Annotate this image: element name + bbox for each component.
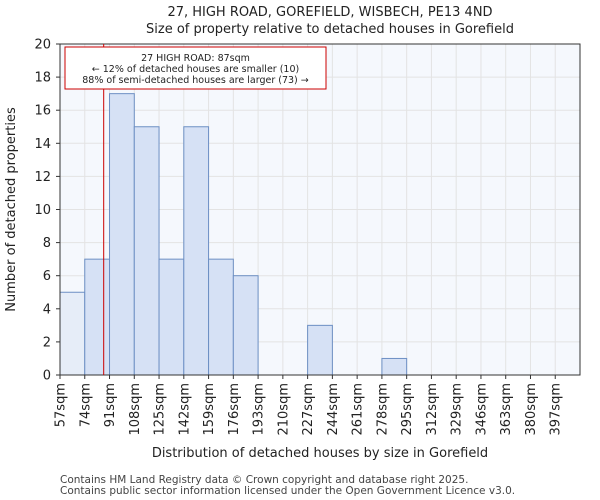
annotation-box	[64, 46, 327, 90]
y-tick-label: 20	[34, 38, 51, 53]
bar-57sqm	[59, 291, 86, 376]
y-tick-label: 14	[34, 137, 51, 152]
x-tick-label: 380sqm	[524, 383, 539, 436]
y-tick-label: 2	[43, 335, 51, 350]
bar-278sqm	[381, 357, 408, 376]
x-tick-label: 227sqm	[301, 383, 316, 436]
annotation-line-3: 88% of semi-detached houses are larger (…	[82, 75, 309, 86]
y-tick-label: 4	[43, 302, 51, 317]
x-tick-label: 244sqm	[326, 383, 341, 436]
x-tick-label: 363sqm	[499, 383, 514, 436]
bar-74sqm	[84, 258, 111, 376]
y-axis-ticks: 0 2 4 6 8 10 12 14 16 18 20	[34, 38, 60, 384]
bar-91sqm	[109, 93, 135, 376]
annotation-line-1: 27 HIGH ROAD: 87sqm	[141, 53, 250, 64]
x-tick-label: 159sqm	[202, 383, 217, 436]
x-tick-label: 176sqm	[227, 383, 242, 436]
x-axis-ticks: 57sqm 74sqm 91sqm 108sqm 125sqm 142sqm 159sqm 1…	[54, 375, 564, 436]
x-tick-label: 193sqm	[252, 383, 267, 436]
plot-area: 0 2 4 6 8 10 12 14 16 18 20 57sqm 74sqm 91sqm 108sqm 1…	[34, 38, 581, 436]
y-axis-label: Number of detached properties	[4, 107, 19, 312]
x-tick-label: 261sqm	[351, 383, 366, 436]
x-tick-label: 295sqm	[400, 383, 415, 436]
x-tick-label: 329sqm	[450, 383, 465, 436]
bar-125sqm	[158, 258, 185, 376]
x-axis-label: Distribution of detached houses by size …	[152, 446, 488, 461]
footer-line-1: Contains HM Land Registry data © Crown c…	[60, 474, 468, 486]
x-tick-label: 108sqm	[128, 383, 143, 436]
x-tick-label: 312sqm	[425, 383, 440, 436]
x-tick-label: 142sqm	[177, 383, 192, 436]
bar-142sqm	[183, 126, 210, 376]
chart-subtitle: Size of property relative to detached ho…	[146, 22, 514, 37]
x-tick-label: 346sqm	[474, 383, 489, 436]
bar-227sqm	[307, 324, 333, 376]
x-tick-label: 91sqm	[103, 383, 118, 427]
x-tick-label: 397sqm	[549, 383, 564, 436]
chart-title: 27, HIGH ROAD, GOREFIELD, WISBECH, PE13 …	[167, 5, 492, 20]
bar-176sqm	[232, 275, 259, 376]
annotation-line-2: ← 12% of detached houses are smaller (10…	[92, 64, 299, 75]
x-tick-label: 125sqm	[153, 383, 168, 436]
x-tick-label: 74sqm	[78, 383, 93, 427]
y-tick-label: 0	[43, 369, 51, 384]
marker-annotation: 27 HIGH ROAD: 87sqm ← 12% of detached ho…	[64, 46, 327, 90]
y-tick-label: 16	[34, 104, 51, 119]
bar-159sqm	[208, 258, 234, 376]
x-tick-label: 57sqm	[54, 383, 69, 427]
footer-line-2: Contains public sector information licen…	[60, 485, 515, 497]
x-tick-label: 210sqm	[276, 383, 291, 436]
y-tick-label: 6	[43, 269, 51, 284]
y-tick-label: 12	[34, 170, 51, 185]
y-tick-label: 8	[43, 236, 51, 251]
y-tick-label: 18	[34, 71, 51, 86]
x-tick-label: 278sqm	[375, 383, 390, 436]
y-tick-label: 10	[34, 203, 51, 218]
bars	[59, 93, 408, 376]
bar-108sqm	[133, 126, 160, 376]
